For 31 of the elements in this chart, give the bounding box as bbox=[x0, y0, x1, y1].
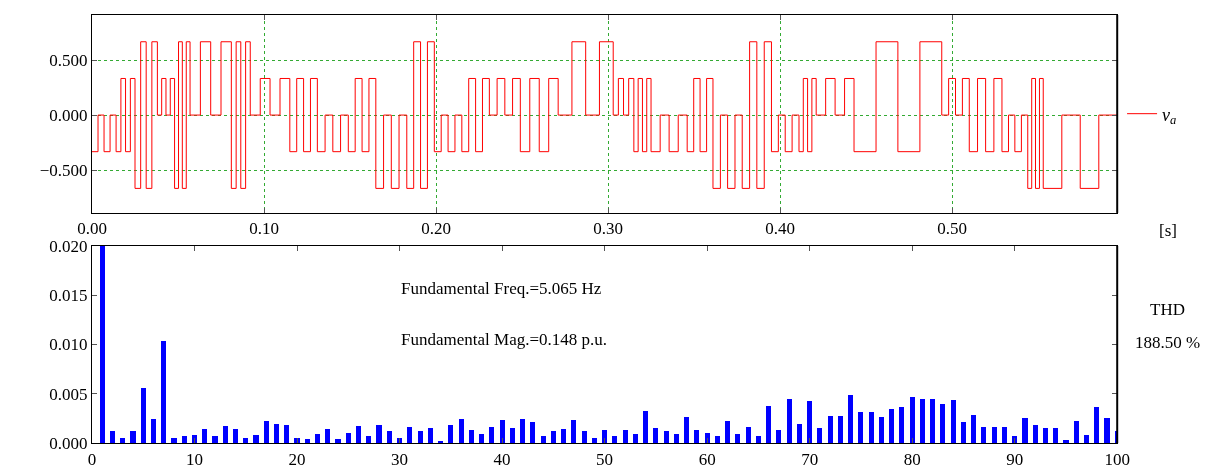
x-tick-label: 0.00 bbox=[77, 219, 107, 239]
text: THD bbox=[1150, 300, 1185, 319]
x-tick-label: 80 bbox=[903, 449, 921, 469]
x-tick-label: 0 bbox=[87, 449, 97, 469]
x-tick-label: 0.50 bbox=[937, 219, 967, 239]
x-tick-label: 20 bbox=[288, 449, 306, 469]
x-tick-label: 50 bbox=[596, 449, 614, 469]
legend-label: v$_{a}$ bbox=[1162, 104, 1177, 128]
x-tick-label: 0.10 bbox=[249, 219, 279, 239]
y-tick-label: 0.000 bbox=[49, 434, 88, 454]
x-axis-title: [s] bbox=[1159, 221, 1177, 240]
y-tick-label: −0.500 bbox=[39, 160, 88, 180]
x-tick-label: 70 bbox=[801, 449, 819, 469]
y-tick-label: 0.015 bbox=[49, 286, 88, 306]
x-tick-label: 30 bbox=[391, 449, 409, 469]
x-tick-label: 0.30 bbox=[593, 219, 623, 239]
x-tick-label: 10 bbox=[186, 449, 204, 469]
y-tick-label: 0.020 bbox=[49, 236, 88, 256]
y-tick-label: 0.500 bbox=[49, 51, 88, 71]
y-tick-label: 0.000 bbox=[49, 106, 88, 126]
x-tick-label: 90 bbox=[1006, 449, 1024, 469]
annotation: Fundamental Mag.=0.148 p.u. bbox=[401, 330, 608, 349]
y-tick-label: 0.010 bbox=[49, 335, 88, 355]
y-tick-label: 0.005 bbox=[49, 384, 88, 404]
annotation: Fundamental Freq.=5.065 Hz bbox=[401, 279, 602, 298]
x-tick-label: 40 bbox=[493, 449, 511, 469]
x-tick-label: 0.20 bbox=[421, 219, 451, 239]
text: 188.50 % bbox=[1135, 333, 1201, 352]
x-tick-label: 100 bbox=[1104, 449, 1130, 469]
x-tick-label: 0.40 bbox=[765, 219, 795, 239]
x-tick-label: 60 bbox=[698, 449, 716, 469]
